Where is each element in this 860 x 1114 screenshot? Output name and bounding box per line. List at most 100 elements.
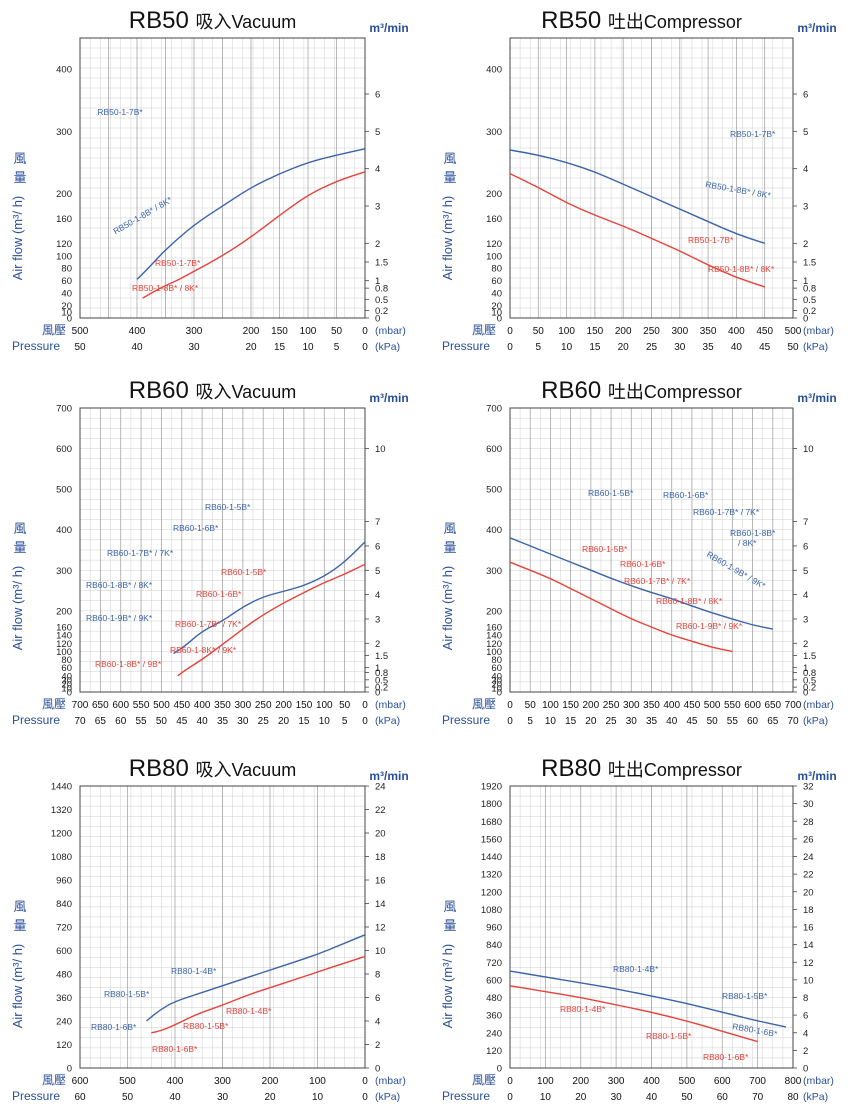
x-axis-title-jp: 風壓 (42, 1073, 66, 1087)
y-tick-label: 400 (486, 525, 502, 536)
y-tick-label: 300 (56, 127, 72, 138)
flow-tick-label: 5 (803, 566, 808, 577)
y-tick-label: 300 (486, 566, 502, 577)
y-axis-title-en: Air flow (m³/ h) (440, 566, 455, 651)
flow-unit-label: m³/min (369, 21, 408, 35)
flow-tick-label: 10 (803, 444, 814, 455)
x-tick-label: 800 (785, 1076, 802, 1087)
y-tick-label: 480 (486, 993, 502, 1004)
y-tick-label: 0 (67, 314, 72, 325)
kpa-tick-label: 40 (197, 716, 209, 727)
curve-annotation: RB60-1-8K* / 9K* (170, 645, 237, 655)
x-tick-label: 450 (173, 700, 190, 711)
chart-title: RB50 吸入Vacuum (129, 7, 296, 34)
flow-tick-label: 12 (375, 923, 386, 934)
y-tick-label: 600 (486, 975, 502, 986)
curve-annotation: RB60-1-7B* / 7K* (624, 576, 691, 586)
kpa-tick-label: 5 (342, 716, 348, 727)
kpa-tick-label: 20 (278, 716, 290, 727)
kpa-tick-label: 60 (74, 1092, 86, 1103)
kpa-tick-label: 35 (703, 342, 715, 353)
chart-title-main: RB50 (129, 7, 196, 34)
x-tick-label: 0 (507, 326, 513, 337)
x-tick-label: 50 (533, 326, 545, 337)
x-unit-mbar: (mbar) (803, 1075, 834, 1087)
chart-title-main: RB60 (541, 377, 608, 404)
flow-tick-label: 0 (375, 1064, 380, 1075)
kpa-tick-label: 20 (585, 716, 597, 727)
chart-title-sub: 吸入Vacuum (196, 382, 297, 402)
flow-tick-label: 5 (375, 566, 380, 577)
y-tick-label: 120 (56, 639, 72, 650)
x-unit-kpa: (kPa) (375, 715, 400, 727)
flow-tick-label: 22 (803, 870, 814, 881)
kpa-tick-label: 0 (362, 716, 368, 727)
y-axis-title-jp: 風 (443, 899, 456, 914)
curve-annotation: RB60-1-9B* / 9K* (86, 613, 153, 623)
kpa-tick-label: 50 (122, 1092, 134, 1103)
curve-annotation: RB60-1-8B* / 8K* (86, 580, 153, 590)
y-axis-title-jp: 量 (13, 918, 26, 933)
x-tick-label: 150 (271, 326, 288, 337)
y-axis-title-jp: 風 (443, 521, 456, 536)
kpa-tick-label: 70 (74, 716, 86, 727)
y-tick-label: 60 (491, 663, 502, 674)
x-tick-label: 50 (525, 700, 537, 711)
series-line-red (177, 563, 366, 677)
plot-frame (79, 407, 366, 693)
flow-tick-label: 6 (803, 90, 808, 101)
flow-tick-label: 5 (803, 127, 808, 138)
y-tick-label: 200 (56, 606, 72, 617)
y-tick-label: 40 (491, 671, 502, 682)
kpa-tick-label: 50 (681, 1092, 693, 1103)
chart-title-main: RB50 (541, 7, 608, 34)
kpa-tick-label: 15 (589, 342, 601, 353)
y-tick-label: 1680 (481, 817, 502, 828)
y-tick-label: 720 (486, 958, 502, 969)
y-tick-label: 120 (486, 639, 502, 650)
flow-tick-label: 4 (375, 1017, 380, 1028)
flow-tick-label: 4 (375, 164, 380, 175)
y-tick-label: 20 (61, 301, 72, 312)
kpa-tick-label: 30 (217, 1092, 229, 1103)
y-tick-label: 400 (486, 65, 502, 76)
kpa-tick-label: 30 (188, 342, 200, 353)
plot-frame (509, 407, 794, 693)
y-tick-label: 160 (486, 623, 502, 634)
kpa-tick-label: 5 (527, 716, 533, 727)
curve-annotation: RB60-1-6B* (173, 523, 219, 533)
x-tick-label: 600 (744, 700, 761, 711)
flow-tick-label: 24 (375, 782, 386, 793)
kpa-tick-label: 50 (787, 342, 799, 353)
flow-tick-label: 30 (803, 799, 814, 810)
y-axis-title-jp: 風 (13, 521, 26, 536)
x-tick-label: 400 (728, 326, 745, 337)
y-axis-title-jp: 風 (13, 899, 26, 914)
series-line-blue (509, 149, 765, 244)
x-axis-title-en: Pressure (12, 1089, 60, 1103)
plot-frame (79, 37, 366, 319)
flow-tick-label: 3 (375, 202, 380, 213)
x-unit-mbar: (mbar) (375, 325, 406, 337)
curve-annotation: RB80-1-6B* (91, 1022, 137, 1032)
curve-annotation: RB80-1-6B* (703, 1052, 749, 1062)
series-line-red (509, 172, 765, 288)
flow-tick-label: 20 (803, 887, 814, 898)
y-tick-label: 240 (486, 1028, 502, 1039)
chart-title: RB50 吐出Compressor (541, 7, 742, 34)
kpa-tick-label: 50 (74, 342, 86, 353)
flow-tick-label: 10 (803, 975, 814, 986)
y-tick-label: 10 (491, 307, 502, 318)
kpa-tick-label: 10 (545, 716, 557, 727)
x-tick-label: 400 (663, 700, 680, 711)
x-axis-title-en: Pressure (12, 339, 60, 353)
flow-tick-label: 4 (803, 164, 808, 175)
curve-annotation: RB50-1-8B* / 8K* (132, 283, 199, 293)
kpa-tick-label: 50 (707, 716, 719, 727)
curve-annotation: RB60-1-6B* (196, 589, 242, 599)
x-tick-label: 700 (749, 1076, 766, 1087)
y-tick-label: 600 (56, 444, 72, 455)
y-axis-title-en: Air flow (m³/ h) (10, 566, 25, 651)
flow-tick-label: 5 (375, 127, 380, 138)
